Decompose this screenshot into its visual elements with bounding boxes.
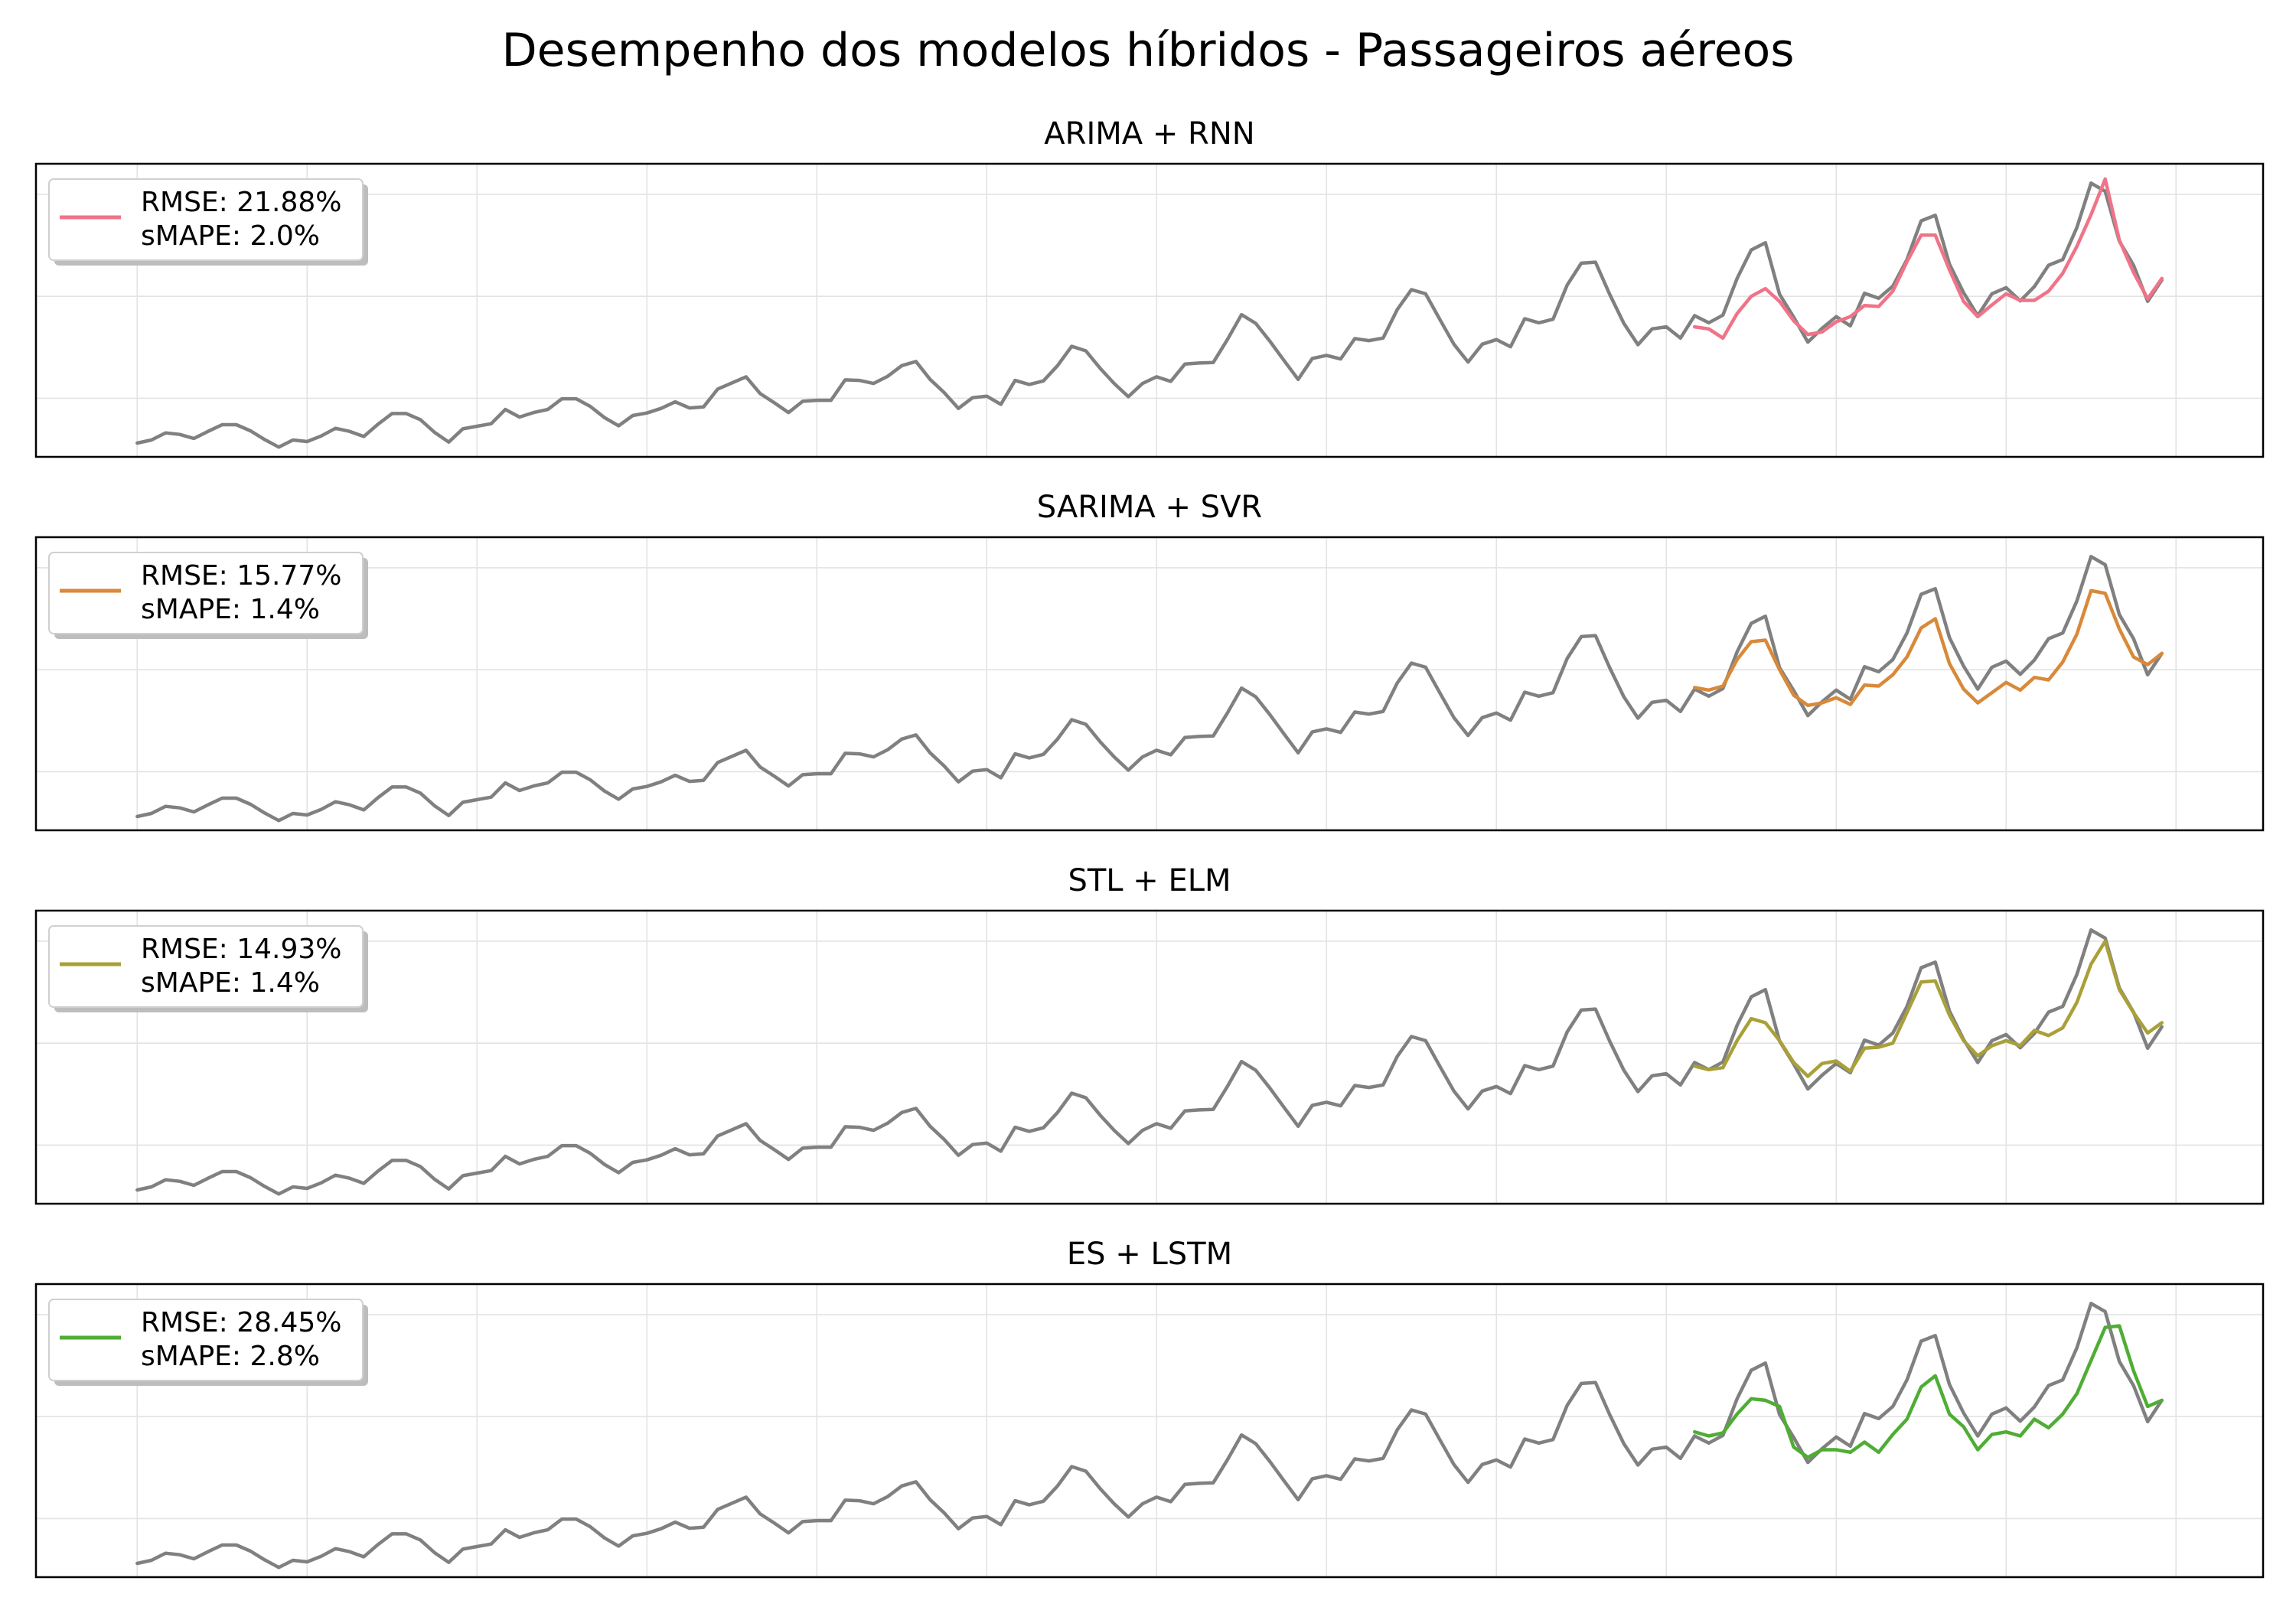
legend-box (48, 925, 364, 1008)
legend: RMSE: 28.45%sMAPE: 2.8% (48, 1299, 368, 1386)
legend-box (48, 1299, 364, 1381)
series-line-forecast (1692, 588, 2164, 708)
legend-rmse: RMSE: 14.93% (141, 934, 342, 965)
subplot-panel: ES + LSTM RMSE: 28.45%sMAPE: 2.8% (34, 1237, 2265, 1579)
grid (36, 537, 2263, 830)
series-line-actual (135, 555, 2164, 823)
legend-smape: sMAPE: 1.4% (141, 594, 320, 625)
subplot-title: STL + ELM (1068, 863, 1231, 898)
legend-box (48, 552, 364, 634)
subplot-panel: STL + ELM RMSE: 14.93%sMAPE: 1.4% (34, 863, 2265, 1205)
series-line-actual (135, 181, 2164, 449)
series-group (135, 928, 2164, 1196)
grid (36, 1284, 2263, 1577)
series-group (135, 177, 2164, 449)
grid (36, 911, 2263, 1204)
legend-rmse: RMSE: 28.45% (141, 1307, 342, 1338)
legend-rmse: RMSE: 21.88% (141, 187, 342, 218)
subplot-title: ES + LSTM (1067, 1237, 1232, 1272)
legend: RMSE: 14.93%sMAPE: 1.4% (48, 925, 368, 1012)
series-group (135, 1302, 2164, 1570)
legend-smape: sMAPE: 1.4% (141, 967, 320, 999)
axes-frame (34, 1283, 2265, 1579)
figure-title: Desempenho dos modelos híbridos - Passag… (501, 24, 1794, 77)
subplot-title: ARIMA + RNN (1044, 116, 1254, 152)
legend-rmse: RMSE: 15.77% (141, 560, 342, 592)
axes-frame (34, 536, 2265, 832)
series-line-actual (135, 1302, 2164, 1570)
legend-smape: sMAPE: 2.0% (141, 220, 320, 252)
series-group (135, 555, 2164, 823)
series-line-forecast (1692, 177, 2164, 341)
subplot-panel: ARIMA + RNN RMSE: 21.88%sMAPE: 2.0% (34, 116, 2265, 458)
series-line-forecast (1692, 1324, 2164, 1459)
series-line-forecast (1692, 939, 2164, 1078)
legend: RMSE: 21.88%sMAPE: 2.0% (48, 178, 368, 266)
subplots: ARIMA + RNN RMSE: 21.88%sMAPE: 2.0% SARIMA… (34, 116, 2265, 1579)
legend-box (48, 178, 364, 261)
subplot-panel: SARIMA + SVR RMSE: 15.77%sMAPE: 1.4% (34, 490, 2265, 832)
legend-smape: sMAPE: 2.8% (141, 1341, 320, 1372)
legend: RMSE: 15.77%sMAPE: 1.4% (48, 552, 368, 639)
series-line-actual (135, 928, 2164, 1196)
subplot-title: SARIMA + SVR (1037, 490, 1262, 525)
grid (36, 164, 2263, 457)
axes-frame (34, 909, 2265, 1205)
axes-frame (34, 162, 2265, 458)
